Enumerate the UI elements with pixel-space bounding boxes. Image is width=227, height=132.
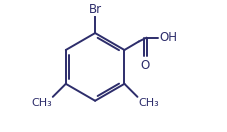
Text: OH: OH: [158, 31, 176, 44]
Text: CH₃: CH₃: [138, 98, 158, 107]
Text: CH₃: CH₃: [31, 98, 52, 107]
Text: O: O: [140, 59, 149, 72]
Text: Br: Br: [88, 3, 101, 16]
